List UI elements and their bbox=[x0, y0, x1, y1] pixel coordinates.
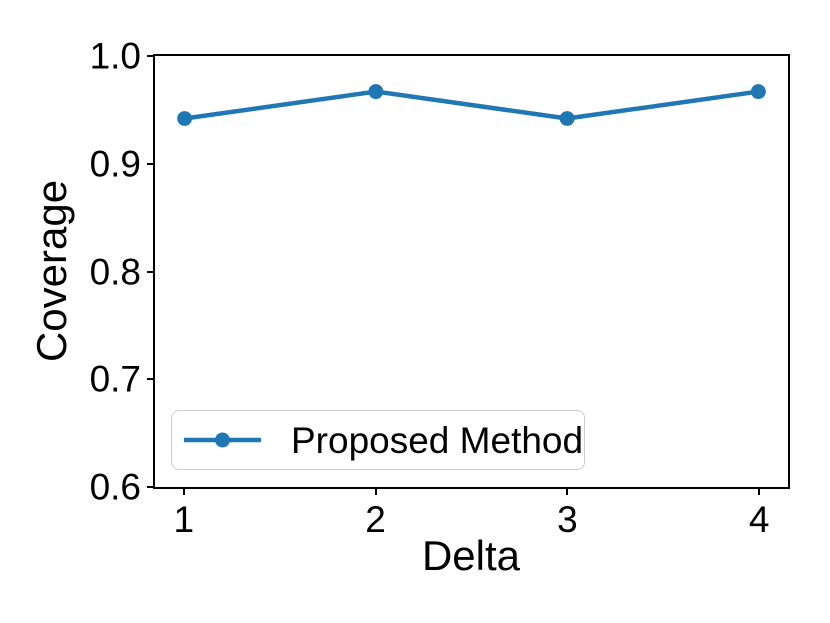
x-tick: 1 bbox=[173, 487, 194, 538]
data-point-marker bbox=[368, 84, 384, 99]
x-tick: 4 bbox=[749, 487, 770, 538]
y-tick: 0.7 bbox=[90, 361, 155, 398]
y-axis-label: Coverage bbox=[28, 179, 75, 363]
y-tick-label: 1.0 bbox=[89, 35, 141, 77]
x-tick-label: 2 bbox=[365, 499, 386, 540]
data-point-marker bbox=[177, 111, 193, 126]
x-tick-label: 4 bbox=[748, 499, 770, 540]
y-tick-label: 0.7 bbox=[89, 358, 141, 400]
line-series-proposed-method bbox=[177, 84, 766, 126]
y-tick: 0.8 bbox=[90, 253, 155, 290]
y-tick: 0.6 bbox=[90, 469, 155, 506]
legend-entry-label: Proposed Method bbox=[291, 419, 584, 461]
y-tick-label: 0.9 bbox=[89, 143, 141, 185]
y-tick-label: 0.6 bbox=[89, 466, 141, 508]
y-tick: 0.9 bbox=[90, 145, 155, 182]
y-tick: 1.0 bbox=[90, 38, 155, 75]
data-point-marker bbox=[559, 111, 575, 126]
legend: Proposed Method bbox=[171, 410, 585, 470]
y-tick-label: 0.8 bbox=[89, 251, 141, 292]
x-tick: 2 bbox=[365, 487, 386, 538]
x-axis-label: Delta bbox=[421, 532, 521, 579]
series-line bbox=[184, 89, 759, 121]
legend-sample-marker bbox=[215, 432, 230, 448]
x-tick-label: 3 bbox=[557, 499, 578, 540]
x-tick: 3 bbox=[557, 487, 578, 538]
legend-line-sample bbox=[184, 432, 261, 448]
x-tick-label: 1 bbox=[173, 499, 195, 540]
data-point-marker bbox=[750, 84, 766, 99]
